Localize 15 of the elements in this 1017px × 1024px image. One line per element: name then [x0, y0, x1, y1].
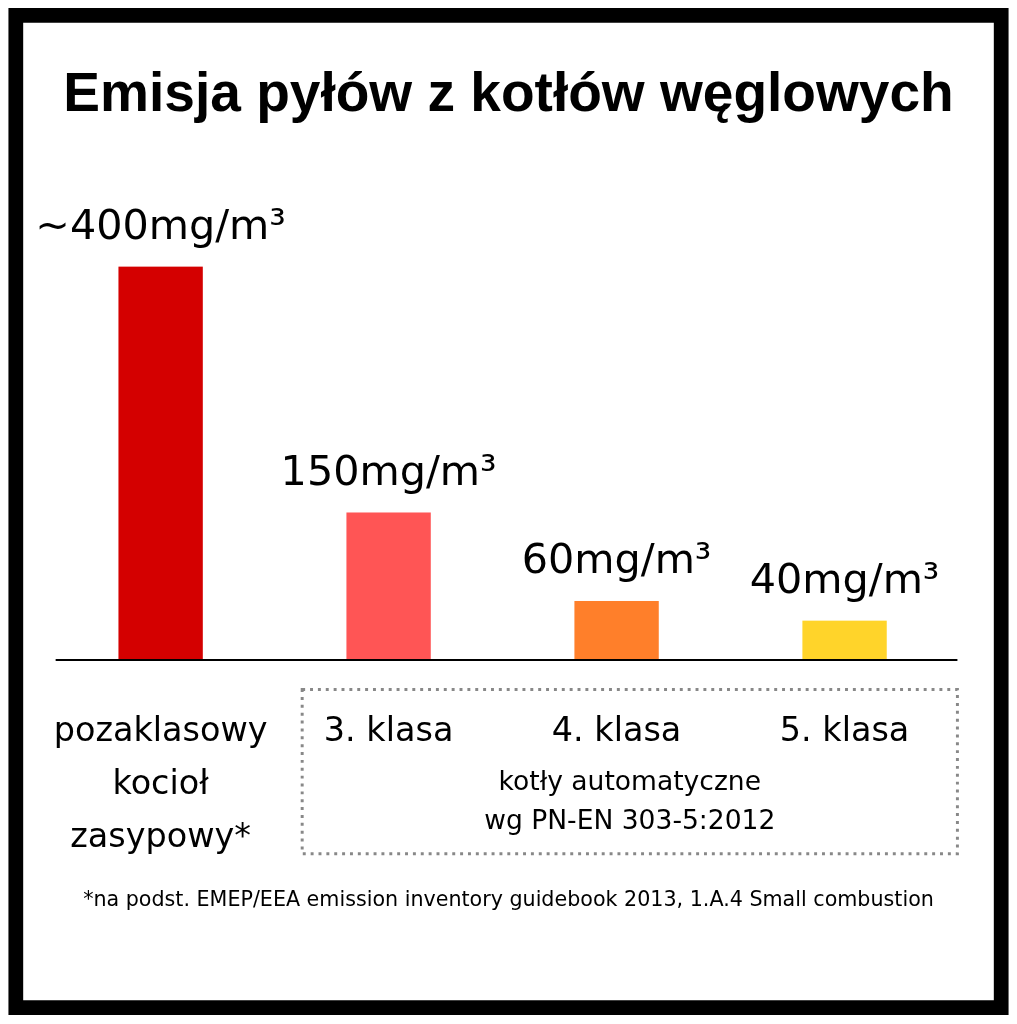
x-tick-label: 3. klasa: [323, 709, 454, 749]
bar: [118, 266, 203, 660]
text: *na podst. EMEP/EEA emission inventory guidebook 2013, 1.A.4 Small combustion: [83, 886, 934, 911]
x-tick-label: 4. klasa: [551, 709, 682, 749]
chart-title: Emisja pyłów z kotłów węglowych: [63, 61, 954, 124]
data-label: 40mg/m³: [749, 555, 940, 604]
x-tick-label: pozaklasowy kocioł zasypowy*: [53, 709, 268, 855]
bar: [346, 512, 431, 660]
bar: [802, 620, 887, 660]
text: kotły automatyczne wg PN-EN 303-5:2012: [484, 764, 776, 836]
x-tick-label: 5. klasa: [779, 709, 910, 749]
bar: [574, 600, 659, 660]
data-label: 60mg/m³: [521, 535, 712, 584]
data-label: 150mg/m³: [280, 446, 497, 495]
data-label: ~400mg/m³: [35, 201, 286, 250]
